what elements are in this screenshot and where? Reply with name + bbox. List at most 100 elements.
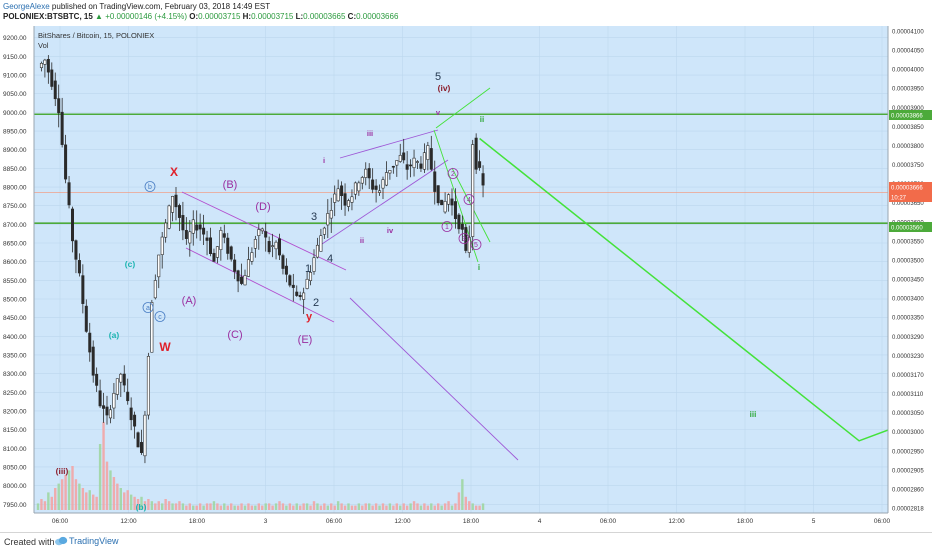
volume-bar — [409, 503, 412, 510]
author-link[interactable]: GeorgeAlexe — [3, 2, 50, 11]
wave-label-circle — [463, 194, 475, 205]
candle-down — [460, 223, 464, 230]
volume-bar — [216, 503, 219, 510]
candle-down — [212, 252, 216, 262]
volume-bar — [381, 503, 385, 510]
volume-bar — [385, 505, 388, 510]
left-tick-label: 8550.00 — [3, 278, 27, 285]
candle-down — [478, 161, 482, 168]
volume-bar — [319, 505, 323, 510]
candle-up — [246, 259, 250, 277]
candle-down — [464, 227, 468, 251]
volume-bar — [88, 490, 91, 510]
wave-label: (iii) — [56, 466, 69, 476]
volume-bar — [302, 503, 305, 510]
price-tag-box — [889, 110, 932, 120]
time-tick-label: 18:00 — [737, 518, 754, 525]
volume-bar — [105, 461, 109, 510]
time-tick-label: 3 — [264, 518, 268, 525]
volume-bar — [157, 501, 160, 510]
candle-down — [236, 270, 240, 282]
candle-down — [436, 185, 440, 204]
candle-down — [84, 305, 88, 332]
volume-bar — [174, 503, 178, 510]
left-axis-panel[interactable] — [0, 26, 34, 524]
candle-down — [95, 373, 99, 386]
candle-down — [46, 58, 50, 73]
wave-label: 3 — [311, 211, 317, 223]
volume-bar — [368, 503, 371, 510]
time-tick-label: 5 — [812, 518, 816, 525]
candle-up — [315, 244, 319, 258]
left-tick-label: 8900.00 — [3, 147, 27, 154]
candle-down — [371, 179, 375, 190]
right-tick-label: 0.00002818 — [892, 507, 924, 513]
time-axis-panel[interactable] — [0, 513, 932, 532]
volume-bar — [285, 505, 288, 510]
candle-down — [405, 164, 409, 170]
wave-label: b — [148, 184, 152, 191]
right-tick-label: 0.00004100 — [892, 30, 924, 36]
candle-up — [388, 170, 392, 174]
left-tick-label: 7950.00 — [3, 502, 27, 509]
volume-bar — [468, 501, 471, 510]
volume-bar — [357, 503, 361, 510]
right-tick-label: 0.00003850 — [892, 125, 924, 131]
publish-text: published on TradingView.com, February 0… — [49, 2, 271, 11]
wave-labels: (iii) (a) (b) (c) a b c W X (A) (B) (C) (D) (E) y 1 2 3 4 5… — [56, 71, 757, 512]
volume-bar — [36, 503, 40, 510]
wave-label-circle — [142, 302, 154, 313]
volume-bar — [299, 505, 302, 510]
right-axis-ticks: 0.00004100 0.00004050 0.00004000 0.00003950… — [892, 30, 924, 513]
volume-bar — [478, 505, 481, 510]
volume-bar — [464, 496, 467, 510]
wave-label: (A) — [182, 295, 197, 307]
volume-bar — [336, 501, 340, 510]
drawings[interactable] — [181, 87, 932, 461]
candle-down — [129, 407, 133, 421]
candle-up — [43, 59, 47, 65]
candle-up — [108, 409, 112, 419]
candle-down — [474, 137, 478, 170]
wave-label: i — [323, 156, 325, 165]
right-axis-panel[interactable] — [888, 26, 932, 524]
candle-up — [302, 292, 306, 300]
volume-bar — [81, 488, 85, 510]
right-tick-label: 0.00002860 — [892, 487, 924, 493]
volume-bar — [412, 501, 416, 510]
price-chart[interactable]: (iii) (a) (b) (c) a b c W X (A) (B) (C) (D) (E) y 1 2 3 4 5… — [0, 26, 932, 532]
candle-down — [57, 98, 61, 114]
candle-up — [326, 213, 330, 226]
right-tick-label: 0.00003400 — [892, 297, 924, 303]
left-tick-label: 9150.00 — [3, 54, 27, 61]
channel-lower-line — [321, 159, 449, 245]
tradingview-brand[interactable]: TradingView — [69, 536, 119, 546]
left-tick-label: 8800.00 — [3, 185, 27, 192]
volume-bar — [109, 470, 112, 510]
candle-up — [146, 356, 150, 416]
volume-bars — [36, 422, 485, 510]
candle-down — [264, 231, 268, 238]
candle-down — [50, 69, 54, 87]
candle-down — [391, 165, 395, 168]
plot-background[interactable] — [34, 26, 888, 524]
volume-bar — [461, 479, 464, 510]
volume-bar — [261, 505, 264, 510]
volume-bar — [340, 503, 343, 510]
volume-bar — [119, 488, 122, 510]
candle-up — [415, 161, 419, 163]
candle-down — [222, 233, 226, 238]
volume-bar — [161, 503, 164, 510]
candle-up — [378, 190, 382, 193]
volume-bar — [267, 503, 271, 510]
grid — [34, 26, 888, 513]
candle-down — [481, 173, 485, 186]
candle-down — [105, 406, 109, 416]
candle-up — [250, 252, 254, 262]
volume-bar — [440, 505, 443, 510]
candle-up — [305, 278, 309, 289]
wave-label: 4 — [467, 197, 471, 204]
candle-down — [177, 205, 181, 218]
candle-down — [343, 193, 347, 206]
left-tick-label: 8200.00 — [3, 408, 27, 415]
